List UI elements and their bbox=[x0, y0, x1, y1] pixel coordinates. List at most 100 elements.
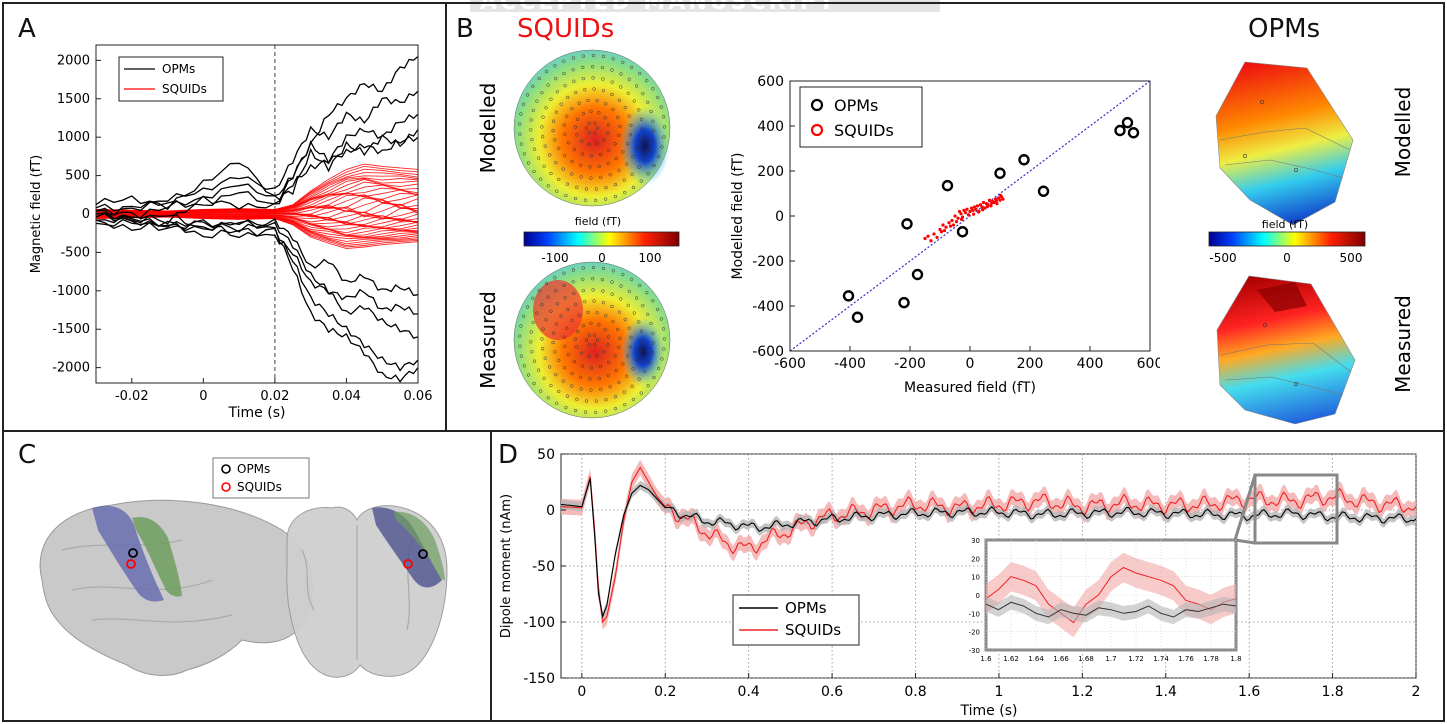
sensor-marker bbox=[639, 391, 643, 395]
sensor-marker bbox=[589, 109, 593, 113]
sensor-marker bbox=[627, 326, 631, 330]
sensor-marker bbox=[662, 135, 666, 139]
sensor-marker bbox=[544, 318, 548, 322]
inset-y-tick-label: 20 bbox=[971, 555, 980, 563]
sensor-marker bbox=[589, 154, 594, 158]
sensor-marker bbox=[619, 284, 623, 288]
sensor-marker bbox=[575, 185, 579, 190]
legend-marker-opms bbox=[810, 98, 824, 112]
sensor-marker bbox=[532, 359, 537, 363]
sensor-marker bbox=[621, 150, 625, 154]
sensor-marker bbox=[591, 76, 595, 80]
sensor-marker bbox=[627, 289, 631, 294]
sensor-marker bbox=[595, 354, 599, 358]
sensor-marker bbox=[578, 375, 583, 379]
sensor-marker bbox=[557, 177, 561, 182]
y-tick-label: 0 bbox=[775, 209, 784, 225]
y-tick-label: -1000 bbox=[52, 284, 90, 299]
sensor-marker bbox=[584, 338, 589, 342]
sensor-marker bbox=[597, 376, 601, 380]
sensor-marker bbox=[645, 290, 649, 295]
panel-d-chart: 0 0.2 0.4 0.6 0.8 1 1.2 1.4 1.6 1.8 2-150-100-5005… bbox=[499, 447, 1420, 719]
sensor-marker bbox=[662, 337, 667, 341]
panel-d-xlabel: Time (s) bbox=[960, 703, 1018, 719]
sensor-marker bbox=[584, 187, 589, 191]
sensor-marker bbox=[599, 387, 603, 392]
sensor-marker bbox=[643, 157, 647, 161]
sensor-marker bbox=[566, 141, 571, 145]
squid-point bbox=[932, 232, 936, 236]
x-tick-label: -200 bbox=[894, 356, 926, 372]
sensor-marker bbox=[606, 131, 610, 135]
squid-point bbox=[939, 230, 944, 234]
sensor-marker bbox=[588, 377, 592, 381]
y-tick-label: 500 bbox=[65, 169, 90, 184]
sensor-marker bbox=[593, 121, 597, 125]
x-tick-label: 0 bbox=[577, 684, 586, 700]
inset-x-tick-label: 1.6 bbox=[980, 655, 992, 663]
sensor-marker bbox=[645, 312, 650, 316]
sensor-marker bbox=[529, 330, 533, 334]
sensor-marker bbox=[645, 78, 649, 83]
sensor-marker bbox=[543, 144, 547, 148]
sensor-marker bbox=[651, 129, 655, 133]
squid-trace bbox=[95, 163, 419, 212]
sensor-marker bbox=[542, 376, 546, 380]
x-tick-label: 0.06 bbox=[404, 389, 433, 404]
y-tick-label: 1000 bbox=[57, 130, 90, 145]
x-tick-label: 0.6 bbox=[821, 684, 843, 700]
sensor-marker bbox=[597, 323, 601, 327]
sensor-marker bbox=[562, 59, 566, 63]
sensor-marker bbox=[652, 163, 656, 168]
sensor-marker bbox=[646, 384, 650, 388]
sensor-marker bbox=[636, 146, 640, 150]
sensor-marker bbox=[518, 122, 522, 126]
sensor-marker bbox=[622, 390, 626, 394]
sensor-marker bbox=[608, 173, 612, 177]
sensor-marker bbox=[576, 329, 580, 334]
squid-point bbox=[954, 220, 959, 224]
sensor-marker bbox=[557, 146, 561, 151]
sensor-marker bbox=[606, 148, 611, 152]
squid-dipole-marker bbox=[403, 559, 413, 569]
sensor-marker bbox=[601, 77, 605, 81]
sensor-marker bbox=[542, 164, 546, 168]
sensor-marker bbox=[611, 57, 615, 61]
sensor-marker bbox=[566, 95, 570, 100]
inset-y-tick-label: -30 bbox=[969, 647, 980, 655]
squid-point bbox=[972, 212, 976, 216]
squid-point bbox=[995, 202, 999, 206]
squid-point bbox=[947, 221, 951, 225]
y-tick-label: -50 bbox=[532, 559, 555, 575]
sensor-marker bbox=[587, 121, 591, 125]
sensor-marker bbox=[544, 281, 549, 286]
sensor-marker bbox=[521, 102, 526, 106]
sensor-marker bbox=[617, 310, 622, 314]
y-tick-label: 2000 bbox=[57, 53, 90, 68]
sensor-marker bbox=[562, 335, 566, 339]
squid-point bbox=[923, 236, 927, 241]
sensor-marker bbox=[651, 87, 655, 91]
sensor-marker bbox=[647, 360, 651, 364]
sensor-marker bbox=[626, 354, 630, 358]
y-tick-label: 1500 bbox=[57, 92, 90, 107]
squid-measured-topomap bbox=[513, 261, 671, 419]
sensor-marker bbox=[518, 344, 522, 348]
sensor-marker bbox=[637, 377, 641, 381]
sensor-marker bbox=[580, 139, 584, 143]
sensor-marker bbox=[656, 95, 660, 100]
sensor-marker bbox=[522, 364, 526, 368]
sensor-marker bbox=[565, 394, 570, 398]
squid-point bbox=[980, 205, 984, 209]
sensor-marker bbox=[571, 268, 576, 272]
squid-point bbox=[968, 209, 972, 214]
sensor-marker bbox=[661, 327, 666, 331]
squid-point bbox=[926, 234, 930, 238]
sensor-marker bbox=[623, 402, 627, 407]
panel-b-scatter: -600 -400 -200 0 200 400 600 -600 -400 -200 0 200 40… bbox=[730, 74, 1160, 396]
squid-point bbox=[953, 214, 957, 218]
x-tick-label: 600 bbox=[1137, 356, 1160, 372]
scatter-xlabel: Measured field (fT) bbox=[904, 380, 1036, 396]
sensor-marker bbox=[629, 65, 634, 69]
sensor-marker bbox=[617, 168, 621, 172]
